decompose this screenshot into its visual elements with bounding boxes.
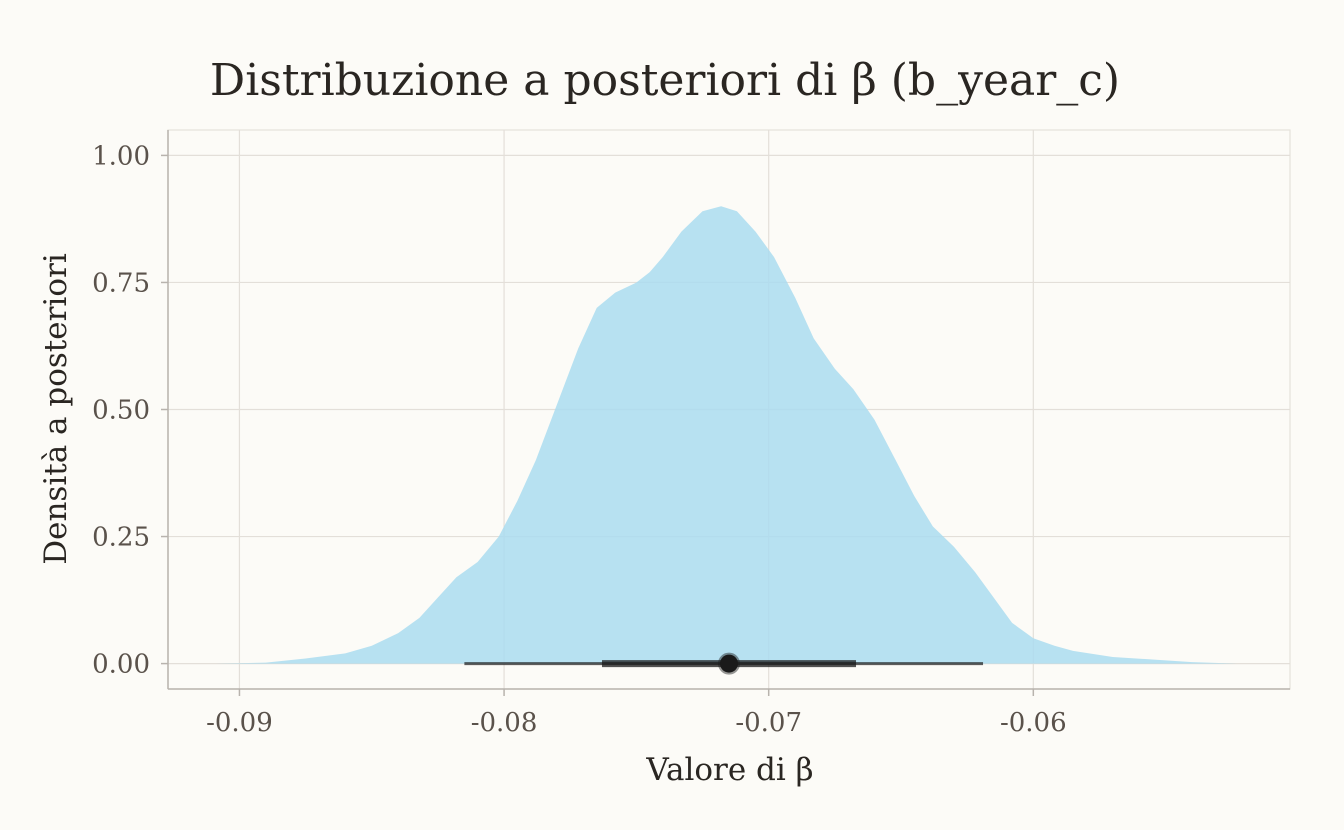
y-tick-label: 0.25 — [92, 523, 150, 553]
median-point — [718, 652, 740, 675]
x-tick-label: -0.08 — [471, 708, 538, 738]
posterior-density-area — [215, 206, 1238, 664]
y-tick-label: 0.00 — [92, 650, 150, 680]
chart-title: Distribuzione a posteriori di β (b_year_… — [210, 55, 1120, 106]
x-axis-label: Valore di β — [645, 752, 813, 788]
y-axis-ticks: 0.00 0.25 0.50 0.75 1.00 — [92, 141, 168, 680]
x-tick-label: -0.06 — [1000, 708, 1067, 738]
y-tick-label: 1.00 — [92, 141, 150, 171]
x-tick-label: -0.07 — [735, 708, 802, 738]
y-tick-label: 0.50 — [92, 396, 150, 426]
y-axis-label: Densità a posteriori — [38, 253, 74, 565]
y-tick-label: 0.75 — [92, 268, 150, 298]
x-axis-ticks: -0.09 -0.08 -0.07 -0.06 — [206, 689, 1067, 738]
x-tick-label: -0.09 — [206, 708, 273, 738]
